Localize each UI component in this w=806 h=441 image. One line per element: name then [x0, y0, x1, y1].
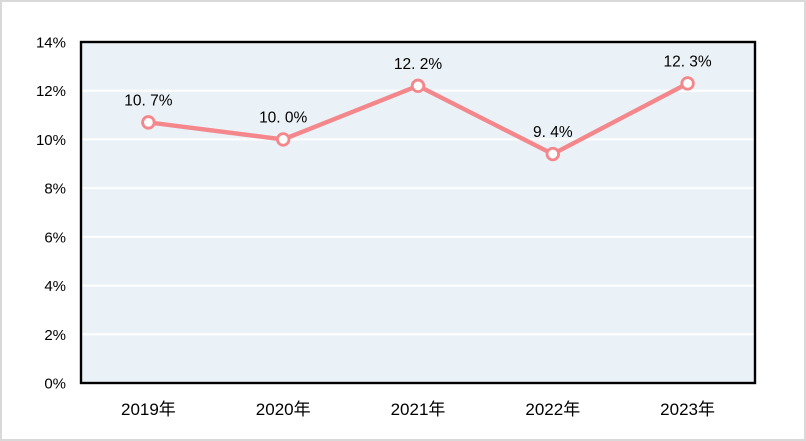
data-point-marker — [276, 132, 291, 147]
y-axis-tick-label: 14% — [36, 35, 66, 52]
x-axis-tick-label: 2023年 — [660, 400, 715, 419]
x-axis-tick-label: 2021年 — [391, 400, 446, 419]
data-point-marker — [545, 146, 561, 162]
data-point-label: 10. 0% — [259, 109, 307, 126]
plot-border — [79, 40, 757, 385]
y-axis-tick-label: 6% — [44, 229, 66, 246]
x-axis-tick-label: 2020年 — [256, 400, 311, 419]
plot-area — [81, 42, 755, 383]
y-axis-tick-label: 8% — [44, 181, 66, 198]
data-point-label: 10. 7% — [124, 92, 172, 109]
data-point-marker — [680, 76, 695, 91]
y-axis-tick-label: 4% — [44, 278, 66, 295]
data-point-label: 9. 4% — [533, 124, 573, 141]
data-point-marker — [141, 115, 156, 130]
x-axis-tick-label: 2019年 — [121, 400, 176, 419]
x-axis-tick-label: 2022年 — [525, 400, 580, 419]
y-axis-tick-label: 0% — [44, 376, 66, 393]
data-point-label: 12. 3% — [663, 53, 711, 70]
y-axis-tick-label: 12% — [36, 83, 66, 100]
y-axis-tick-label: 2% — [44, 327, 66, 344]
data-point-label: 12. 2% — [394, 56, 442, 73]
data-point-marker — [410, 78, 426, 94]
y-axis-tick-label: 10% — [36, 132, 66, 149]
